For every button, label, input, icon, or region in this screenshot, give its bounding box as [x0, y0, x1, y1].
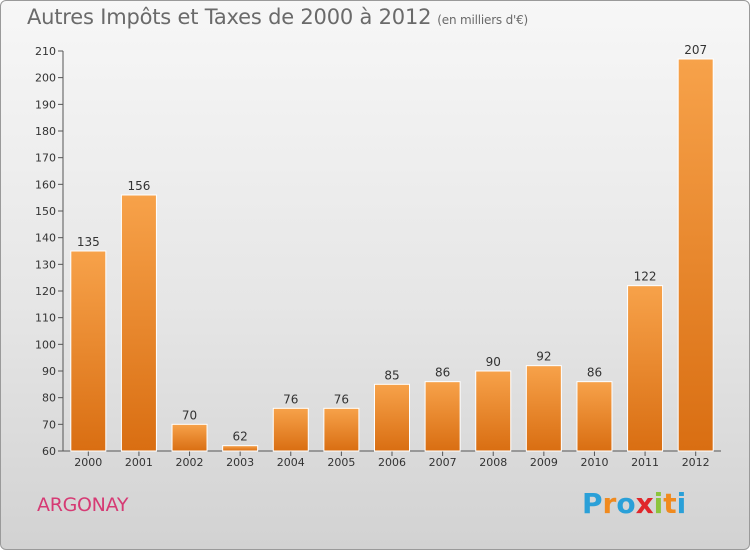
data-label-2002: 70: [182, 408, 197, 422]
logo-letter: o: [616, 487, 636, 520]
bar-2012: [677, 58, 714, 452]
x-tick-label: 2009: [530, 456, 558, 469]
y-tick-label: 110: [35, 312, 56, 325]
y-tick-label: 70: [42, 418, 56, 431]
y-tick-label: 150: [35, 205, 56, 218]
logo-letter: t: [663, 487, 677, 520]
data-label-2008: 90: [486, 355, 501, 369]
data-label-2001: 156: [127, 179, 150, 193]
data-label-2003: 62: [233, 430, 248, 444]
y-tick-label: 190: [35, 98, 56, 111]
x-tick-label: 2012: [682, 456, 710, 469]
logo-letter: i: [676, 487, 687, 520]
bar-2007: [424, 381, 461, 452]
y-tick-label: 140: [35, 232, 56, 245]
bar-2004: [272, 407, 309, 452]
bar-2008: [475, 370, 512, 452]
data-label-2010: 86: [587, 366, 602, 380]
x-tick-label: 2011: [631, 456, 659, 469]
axes: 60 70 80 90 100 110 120 130 140 150 160 170 180 190 20…: [35, 45, 721, 469]
y-tick-label: 80: [42, 392, 56, 405]
data-label-2007: 86: [435, 366, 450, 380]
y-tick-label: 100: [35, 338, 56, 351]
bar-2000: [70, 250, 107, 452]
title-text: Autres Impôts et Taxes de 2000 à 2012: [27, 5, 432, 29]
bar-2006: [374, 383, 410, 452]
unit-subtitle: (en milliers d'€): [437, 13, 529, 27]
x-tick-label: 2004: [277, 456, 305, 469]
data-label-2006: 85: [384, 368, 399, 382]
y-tick-label: 210: [35, 45, 56, 58]
y-tick-label: 120: [35, 285, 56, 298]
bars: [70, 58, 714, 452]
data-label-2000: 135: [77, 235, 100, 249]
bar-2002: [171, 423, 208, 452]
logo-letter: i: [653, 487, 664, 520]
bar-2003: [222, 445, 259, 452]
y-tick-label: 180: [35, 125, 56, 138]
y-tick-label: 130: [35, 258, 56, 271]
x-tick-label: 2006: [378, 456, 406, 469]
x-tick-label: 2007: [429, 456, 457, 469]
x-tick-label: 2010: [580, 456, 608, 469]
logo-letter: P: [582, 487, 603, 520]
proxiti-logo[interactable]: Proxiti: [582, 487, 686, 520]
logo-letter: x: [635, 487, 654, 520]
x-tick-label: 2000: [74, 456, 102, 469]
data-label-2011: 122: [634, 270, 657, 284]
bar-2010: [576, 381, 613, 452]
x-tick-label: 2008: [479, 456, 507, 469]
y-tick-label: 170: [35, 152, 56, 165]
bar-2009: [525, 365, 562, 452]
y-tick-label: 90: [42, 365, 56, 378]
x-tick-label: 2001: [125, 456, 153, 469]
x-tick-label: 2003: [226, 456, 254, 469]
y-tick-label: 160: [35, 178, 56, 191]
bar-2011: [627, 285, 664, 452]
bar-2001: [120, 194, 157, 452]
data-labels: 135 156 70 62 76 76 85 86 90 92 86 122 207: [77, 43, 707, 444]
x-tick-label: 2005: [327, 456, 355, 469]
data-label-2005: 76: [334, 392, 349, 406]
data-label-2009: 92: [536, 350, 551, 364]
commune-name: ARGONAY: [37, 494, 129, 516]
y-tick-label: 60: [42, 445, 56, 458]
data-label-2012: 207: [684, 43, 707, 57]
y-tick-label: 200: [35, 72, 56, 85]
logo-letter: r: [602, 487, 617, 520]
x-tick-label: 2002: [176, 456, 204, 469]
data-label-2004: 76: [283, 392, 298, 406]
bar-2005: [323, 407, 360, 452]
chart-title: Autres Impôts et Taxes de 2000 à 2012 (en…: [27, 5, 528, 29]
